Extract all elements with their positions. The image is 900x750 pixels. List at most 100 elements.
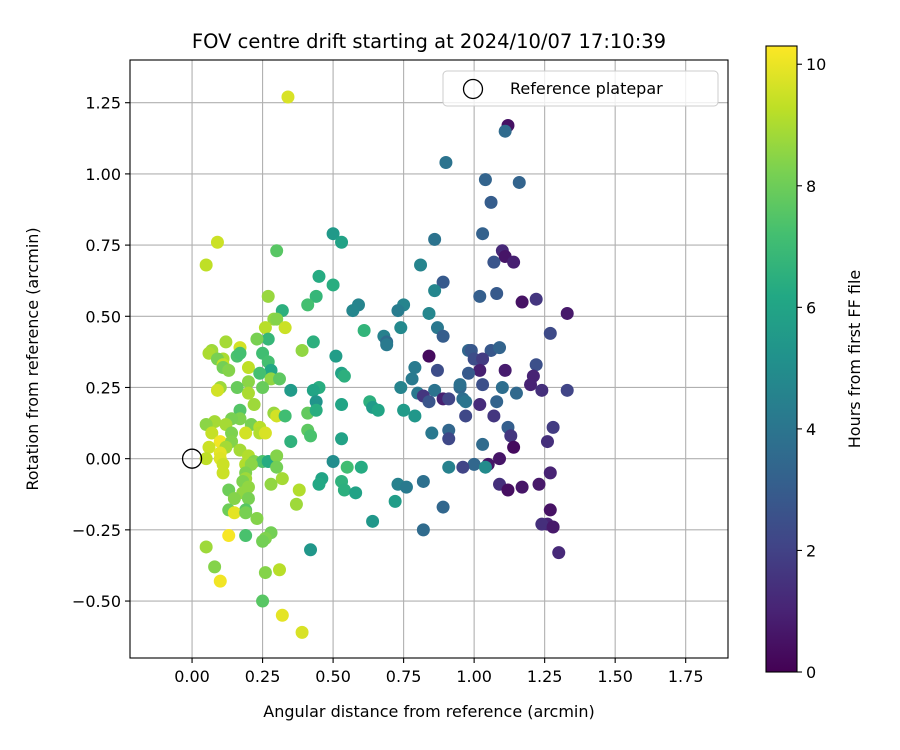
data-point — [394, 380, 408, 394]
x-axis-ticks: 0.00 0.25 0.50 0.75 1.00 1.25 1.50 1.75 — [174, 658, 704, 686]
data-point — [408, 409, 422, 423]
data-point — [230, 380, 244, 394]
data-point — [309, 403, 323, 417]
data-point — [292, 483, 306, 497]
data-point — [473, 363, 487, 377]
data-point — [414, 258, 428, 272]
data-point — [335, 235, 349, 249]
colorbar: 0 2 4 6 8 10 Hours from first FF file — [765, 45, 864, 682]
data-point — [270, 244, 284, 258]
data-point — [493, 452, 507, 466]
data-point — [335, 398, 349, 412]
data-point — [493, 341, 507, 355]
data-point — [501, 483, 515, 497]
x-tick-label: 0.50 — [315, 667, 351, 686]
data-point — [476, 378, 490, 392]
data-point — [456, 460, 470, 474]
data-point — [273, 563, 286, 577]
data-point — [459, 395, 473, 409]
data-point — [346, 304, 360, 318]
data-point — [210, 235, 224, 249]
data-point — [329, 349, 343, 363]
data-point — [239, 529, 253, 543]
data-point — [326, 278, 340, 292]
data-point — [247, 398, 261, 412]
data-point — [524, 378, 538, 392]
data-point — [239, 506, 253, 520]
data-point — [405, 372, 419, 386]
data-point — [270, 449, 284, 463]
data-point — [278, 409, 292, 423]
data-point — [337, 369, 351, 383]
data-point — [399, 480, 413, 494]
data-point — [354, 460, 368, 474]
y-tick-label: 0.25 — [85, 378, 121, 397]
data-point — [357, 324, 371, 338]
data-point — [487, 409, 501, 423]
data-point — [202, 440, 216, 454]
data-point — [459, 409, 473, 423]
data-point — [388, 494, 402, 508]
colorbar-tick-label: 2 — [806, 541, 816, 560]
data-point — [371, 403, 385, 417]
data-point — [422, 395, 436, 409]
y-tick-label: 0.50 — [85, 307, 121, 326]
data-point — [391, 304, 405, 318]
data-point — [335, 432, 349, 446]
x-tick-label: 1.25 — [527, 667, 563, 686]
data-point — [498, 124, 512, 138]
data-point — [312, 269, 326, 283]
data-point — [498, 363, 512, 377]
data-point — [326, 455, 340, 469]
data-point — [473, 398, 487, 412]
colorbar-gradient — [765, 45, 798, 673]
data-point — [512, 175, 526, 189]
data-point — [543, 326, 557, 340]
data-point — [210, 383, 224, 397]
data-point — [304, 543, 318, 557]
data-point — [219, 335, 233, 349]
data-point — [199, 540, 213, 554]
data-point — [208, 560, 222, 574]
data-point — [199, 452, 213, 466]
data-point — [535, 517, 549, 531]
data-point — [436, 500, 450, 514]
data-point — [264, 477, 278, 491]
data-point — [222, 363, 236, 377]
data-point — [425, 426, 439, 440]
data-point — [213, 574, 227, 588]
legend-label: Reference platepar — [510, 79, 663, 98]
data-point — [258, 566, 272, 580]
data-point — [442, 392, 456, 406]
data-point — [397, 403, 411, 417]
colorbar-tick-label: 6 — [806, 298, 816, 317]
data-point — [476, 437, 490, 451]
data-point — [258, 321, 272, 335]
data-point — [476, 227, 490, 241]
data-point — [532, 477, 546, 491]
data-point — [535, 383, 549, 397]
data-point — [484, 195, 498, 209]
data-point — [509, 386, 523, 400]
data-point — [490, 287, 504, 301]
data-point — [442, 460, 456, 474]
data-point — [515, 295, 529, 309]
x-tick-label: 1.50 — [597, 667, 633, 686]
data-point — [281, 90, 295, 104]
reference-platepar-marker — [181, 448, 203, 469]
data-point — [436, 329, 450, 343]
data-point — [270, 460, 284, 474]
y-tick-label: 1.00 — [85, 165, 121, 184]
data-point — [422, 349, 436, 363]
data-point — [546, 520, 560, 534]
data-point — [295, 625, 309, 639]
x-tick-label: 0.25 — [245, 667, 281, 686]
data-point — [504, 429, 518, 443]
data-point — [227, 506, 241, 520]
data-point — [540, 435, 554, 449]
y-tick-label: 0.75 — [85, 236, 121, 255]
colorbar-tick-label: 4 — [806, 420, 816, 439]
data-point — [428, 284, 442, 298]
data-point — [442, 432, 456, 446]
data-point — [304, 429, 318, 443]
